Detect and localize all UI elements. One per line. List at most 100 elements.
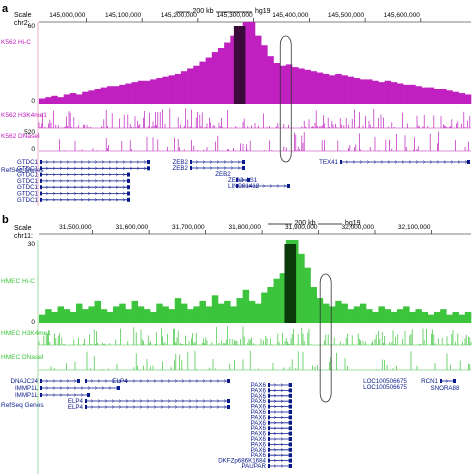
b-hic-bar (230, 306, 237, 323)
panel-a-gene-zeb2-arrow (202, 160, 206, 164)
b-hic-bar (162, 306, 169, 323)
panel-b-gene-pax6-arrow (273, 437, 277, 441)
panel-b-gene-immp1l-arrow (59, 393, 63, 397)
panel-b-gene-elp4-arrow (195, 405, 199, 409)
panel-b-gene-pax6-label: PAX6 (251, 431, 267, 438)
panel-a-gene-zeb2-arrow (216, 166, 220, 170)
panel-b-gene-pax6-arrow (273, 415, 277, 420)
panel-b-gene-elp4-arrow (111, 379, 115, 383)
b-hic-bar (193, 306, 200, 323)
panel-a-gene-gtdc1-arrow (94, 198, 98, 202)
panel-a-gene-gtdc1-arrow (59, 160, 63, 164)
b-hic-bar (378, 306, 385, 323)
panel-b-gene-immp1l-exon (117, 386, 120, 390)
b-ruler-tick-label: 32,000,000 (341, 224, 374, 231)
panel-a-gene-gtdc1-arrow (87, 172, 91, 177)
a-hic-bar (57, 97, 64, 104)
panel-a-gene-gtdc1-arrow (80, 172, 84, 177)
b-hic-bar (236, 298, 243, 323)
panel-a-gene-gtdc1-exon (40, 172, 42, 177)
b-hic-bar (131, 300, 139, 323)
a-ruler-tick-label: 145,200,000 (161, 12, 198, 19)
panel-a-gene-tex41-label: TEX41 (319, 159, 338, 166)
panel-a-gene-gtdc1-arrow (115, 185, 119, 189)
a-ruler-tick-label: 145,300,000 (216, 12, 253, 19)
a-hic-bar (82, 91, 89, 104)
b-hic-bar (298, 253, 305, 323)
a-hic-bar (341, 75, 348, 104)
b-hic-bar (224, 300, 231, 323)
panel-b-gene-elp4-arrow (146, 405, 150, 409)
panel-b-gene-pax6-exon (268, 458, 270, 463)
panel-a-gene-tex41-arrow (450, 160, 454, 164)
b-hic-bar (464, 311, 472, 323)
panel-b-gene-pax6-arrow (280, 458, 284, 463)
panel-a-gene-gtdc1-label: GTDC1 (17, 178, 39, 185)
panel-b-gene-elp4-arrow (139, 405, 143, 409)
panel-b-gene-elp4-arrow (97, 379, 101, 383)
panel-a-gene-tex41-arrow (443, 160, 447, 164)
panel-b-gene-elp4-exon (227, 379, 230, 383)
b-hic-bar (125, 309, 132, 323)
panel-a-gene-tex41-arrow (345, 160, 349, 164)
a-hic-bar (39, 98, 46, 104)
panel-a-gene-gtdc1-arrow (94, 172, 98, 177)
panel-b-gene-pax6-exon (289, 404, 292, 409)
panel-a-gene-zeb2-arrow (195, 160, 199, 164)
panel-b-gene-elp4-arrow (132, 379, 136, 383)
panel-b-gene-pax6-arrow (273, 383, 277, 387)
panel-a-hic-ytick-top: 60 (28, 23, 36, 30)
panel-b-gene-elp4-arrow (90, 405, 94, 409)
b-hic-bar (421, 311, 429, 323)
panel-a-gene-gtdc1-exon (147, 166, 150, 171)
panel-b-gene-pax6-arrow (273, 442, 277, 447)
panel-b-gene-elp4-arrow (118, 399, 122, 403)
b-hic-bar (39, 314, 46, 323)
a-hic-bar (292, 67, 299, 104)
panel-b-gene-pax6-exon (289, 431, 292, 436)
panel-b-gene-elp4-arrow (188, 379, 192, 383)
panel-b-gene-pax6-label: PAX6 (251, 393, 267, 400)
panel-b-gene-pax6-label: PAX6 (251, 382, 267, 389)
panel-a-gene-zeb2-arrow (223, 160, 227, 164)
panel-a-gene-tex41-exon (467, 160, 470, 164)
panel-a-gene-gtdc1-arrow (80, 185, 84, 189)
b-hic-bar (57, 306, 64, 323)
panel-b-hic-ytick-top: 30 (28, 241, 36, 248)
panel-a-gene-gtdc1-arrow (115, 198, 119, 202)
panel-a-gene-gtdc1-exon (40, 191, 42, 196)
panel-a-gene-tex41-exon (340, 160, 342, 164)
panel-b-gene-elp4-arrow (104, 405, 108, 409)
panel-b-assembly: hg19 (345, 220, 361, 227)
a-hic-bar (156, 78, 163, 104)
panel-b-gene-immp1l-arrow (87, 386, 91, 390)
b-hic-highlight-bar (284, 244, 297, 323)
panel-a-gene-gtdc1-arrow (59, 198, 63, 202)
panel-a-gene-gtdc1-arrow (122, 166, 126, 170)
panel-a-gene-tex41-arrow (394, 160, 398, 164)
panel-a-gene-gtdc1-label: GTDC1 (17, 197, 39, 204)
panel-b-gene-pax6-arrow (273, 458, 277, 463)
b-hic-bar (440, 309, 447, 323)
b-hic-bar (45, 309, 52, 323)
panel-b-gene-pax6-exon (268, 453, 270, 458)
b-hic-bar (106, 311, 114, 323)
panel-b-gene-elp4-arrow (174, 405, 178, 409)
panel-a-gene-gtdc1-arrow (80, 160, 84, 164)
panel-a-gene-gtdc1-exon (40, 197, 42, 202)
panel-b-gene-elp4-arrow (188, 399, 192, 403)
a-hic-bar (390, 82, 398, 104)
panel-b-track-label-dnase: HMEC DNaseI (1, 354, 44, 361)
panel-a-gene-gtdc1-arrow (59, 166, 63, 170)
panel-b-gene-elp4-arrow (132, 399, 136, 403)
panel-b-gene-elp4-exon (85, 405, 87, 409)
panel-b-gene-immp1l-label: IMMP1L (15, 385, 39, 392)
a-hic-bar (113, 86, 120, 104)
panel-a-gene-tex41-arrow (401, 160, 405, 164)
panel-b-gene-pax6-exon (289, 458, 292, 463)
panel-a-gene-gtdc1-arrow (115, 191, 119, 196)
panel-b-gene-pax6-exon (289, 447, 292, 452)
b-hic-bar (384, 309, 392, 323)
panel-a-gene-gtdc1-arrow (87, 166, 91, 170)
panel-a-gene-gtdc1-arrow (73, 160, 77, 164)
